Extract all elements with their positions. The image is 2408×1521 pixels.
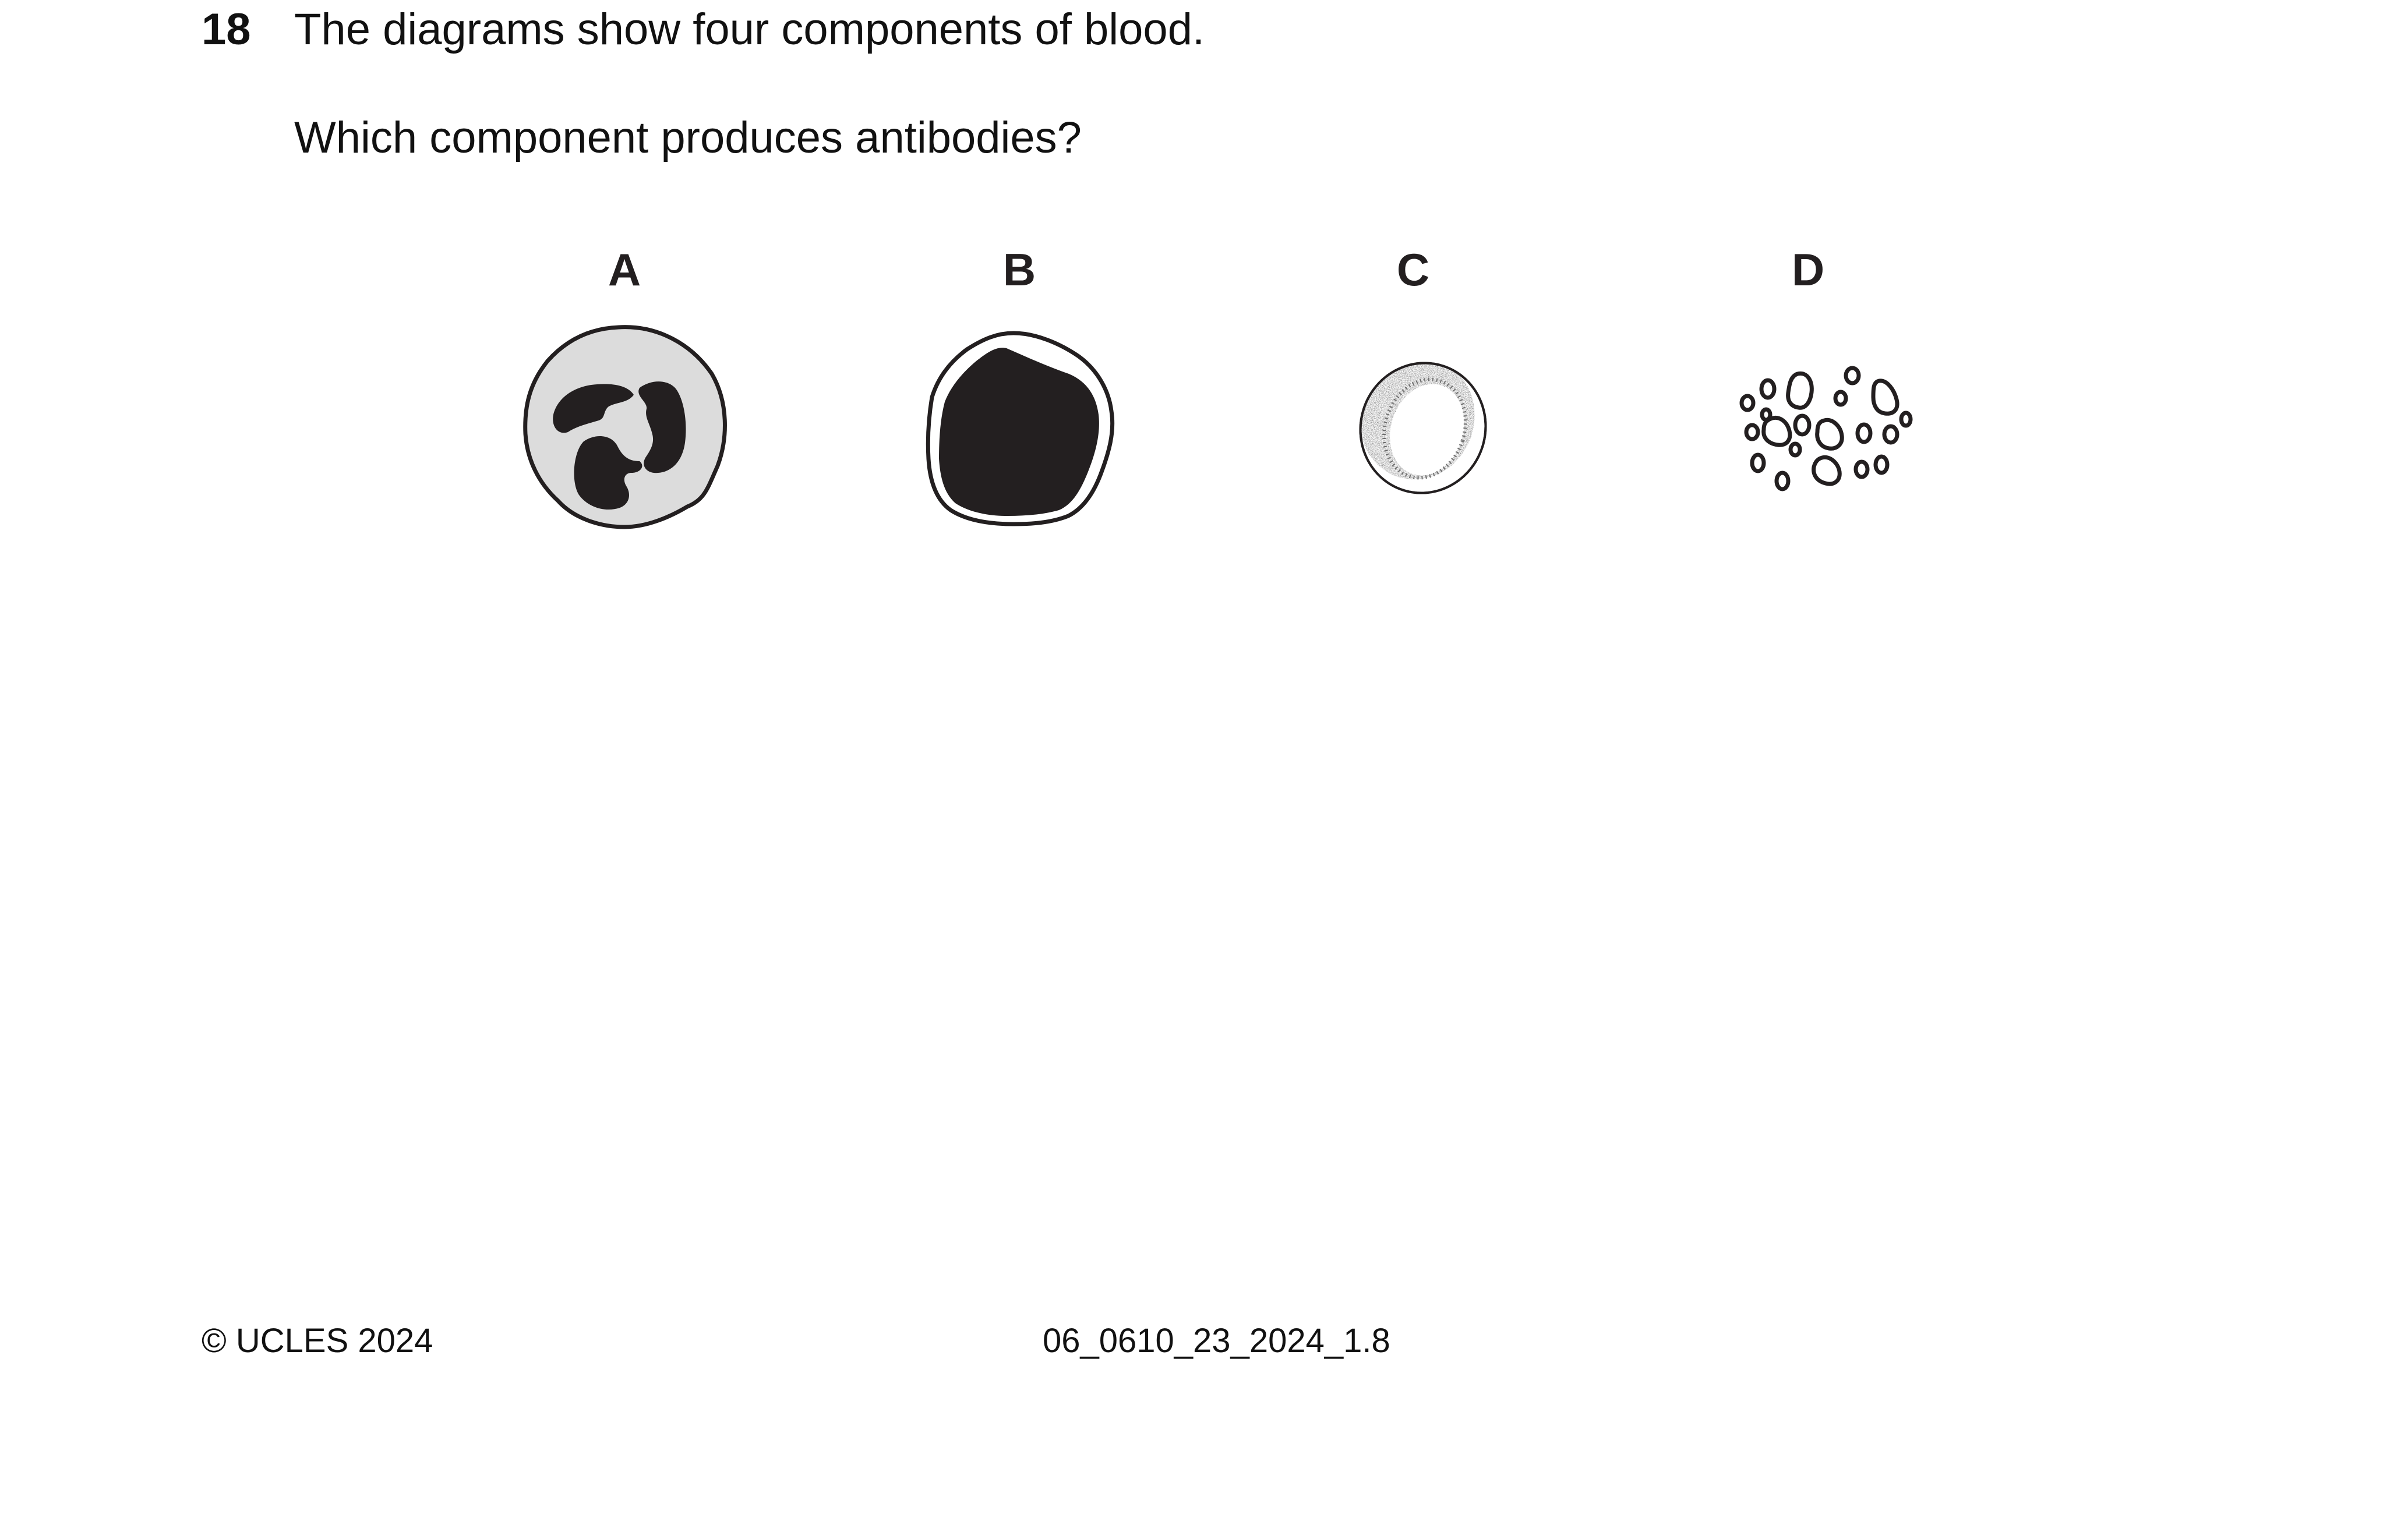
option-label-c: C <box>1396 244 1430 295</box>
document-code: 06_0610_23_2024_1.8 <box>1043 1322 1390 1360</box>
option-label-b: B <box>1002 244 1036 295</box>
option-label-a: A <box>608 244 641 295</box>
question-prompt: Which component produces antibodies? <box>294 113 1082 162</box>
question-stem: The diagrams show four components of blo… <box>294 5 1205 54</box>
question-number: 18 <box>202 5 251 54</box>
lymphocyte-icon <box>926 331 1115 526</box>
platelets-icon <box>1739 366 1913 491</box>
copyright-notice: © UCLES 2024 <box>202 1322 433 1360</box>
phagocyte-icon <box>523 325 727 529</box>
option-label-d: D <box>1791 244 1825 295</box>
red-blood-cell-icon <box>1359 356 1487 494</box>
